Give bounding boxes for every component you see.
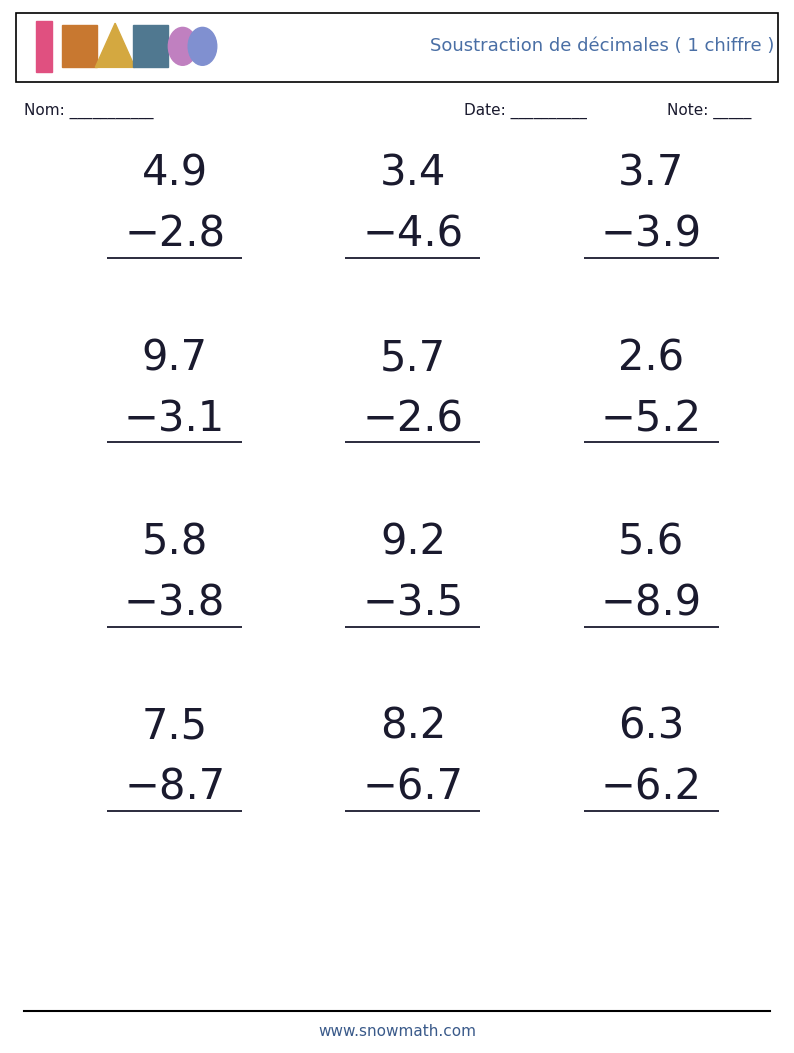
Text: −2.8: −2.8 (124, 214, 225, 256)
Text: 5.7: 5.7 (380, 337, 446, 379)
Text: −4.6: −4.6 (362, 214, 464, 256)
Bar (62, 25, 97, 67)
Bar (16, 13, 778, 82)
Text: 4.9: 4.9 (141, 153, 208, 195)
Bar (36, 21, 52, 72)
Text: 9.7: 9.7 (141, 337, 208, 379)
Text: Date: __________: Date: __________ (464, 102, 588, 119)
Text: −6.7: −6.7 (362, 767, 464, 809)
Text: −3.1: −3.1 (124, 398, 225, 440)
Text: 5.6: 5.6 (618, 521, 684, 563)
Bar (133, 25, 168, 67)
Text: −3.9: −3.9 (600, 214, 702, 256)
Text: −8.7: −8.7 (124, 767, 225, 809)
Circle shape (188, 27, 217, 65)
Text: −3.8: −3.8 (124, 582, 225, 624)
Text: www.snowmath.com: www.snowmath.com (318, 1025, 476, 1039)
Text: Nom: ___________: Nom: ___________ (24, 102, 153, 119)
Text: 8.2: 8.2 (380, 706, 446, 748)
Text: 9.2: 9.2 (380, 521, 446, 563)
Text: Note: _____: Note: _____ (667, 102, 751, 119)
Text: −3.5: −3.5 (362, 582, 464, 624)
Text: −2.6: −2.6 (362, 398, 464, 440)
Text: −6.2: −6.2 (600, 767, 702, 809)
Text: 3.7: 3.7 (618, 153, 684, 195)
Circle shape (168, 27, 197, 65)
Text: −5.2: −5.2 (600, 398, 702, 440)
Text: Soustraction de décimales ( 1 chiffre ): Soustraction de décimales ( 1 chiffre ) (430, 37, 774, 56)
Polygon shape (95, 23, 135, 67)
Text: −8.9: −8.9 (600, 582, 702, 624)
Text: 5.8: 5.8 (141, 521, 208, 563)
Text: 6.3: 6.3 (618, 706, 684, 748)
Text: 2.6: 2.6 (618, 337, 684, 379)
Text: 3.4: 3.4 (380, 153, 446, 195)
Text: 7.5: 7.5 (141, 706, 208, 748)
